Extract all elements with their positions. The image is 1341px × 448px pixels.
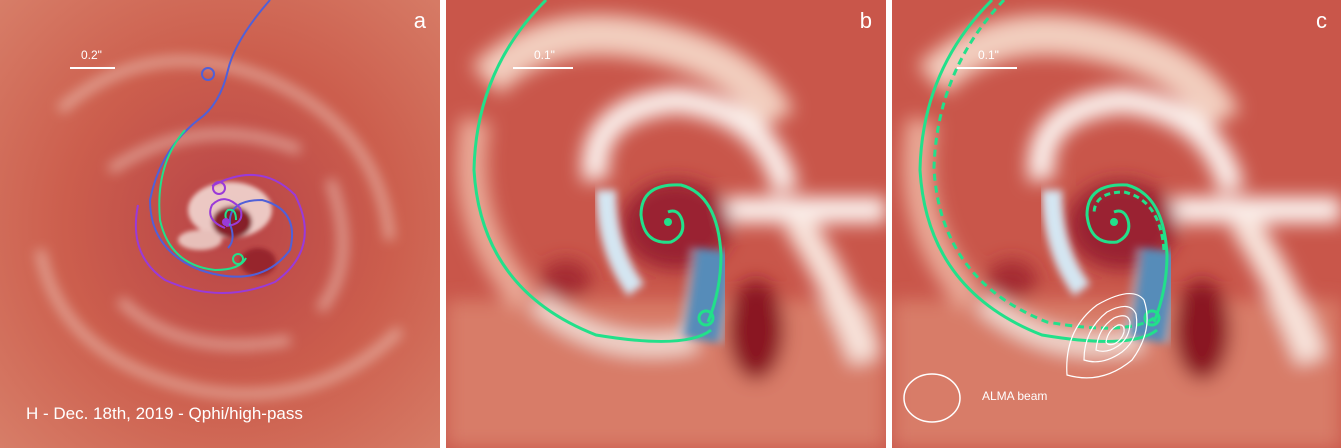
alma-beam-label: ALMA beam [982,389,1048,403]
panel-letter: a [413,8,426,33]
spiral-purple-inner [209,198,243,229]
scale-label: 0.1" [978,48,999,62]
star-center [1110,218,1118,226]
star-center [222,218,230,226]
spiral-purple [134,173,306,294]
panel-b: 0.1" b [446,0,886,448]
panel-letter: b [859,8,872,33]
alma-contours [1066,293,1148,379]
panel-a: 0.2" a H - Dec. 18th, 2019 - Qphi/high-p… [0,0,440,448]
scale-bar [513,67,573,69]
planet-marker [1143,309,1161,327]
scale-bar [70,67,115,69]
spiral-green-outer [472,0,712,343]
star-center [664,218,672,226]
spiral-green-inner [639,183,723,323]
spiral-green [158,129,247,272]
panel-c-image [892,0,1341,448]
spiral-green-inner-dashed [1092,190,1166,251]
panel-b-image [446,0,886,448]
spiral-green-inner [1085,183,1169,323]
alma-beam-ellipse [903,373,961,423]
caption: H - Dec. 18th, 2019 - Qphi/high-pass [26,404,303,423]
planet-marker-blue [201,67,215,81]
scale-bar [957,67,1017,69]
planet-marker [697,309,715,327]
scale-label: 0.1" [534,48,555,62]
panel-a-image [0,0,440,448]
planet-marker-purple [212,181,226,195]
panel-letter: c [1316,8,1327,33]
panel-c: 0.1" c ALMA beam [892,0,1341,448]
planet-marker-green [232,253,244,265]
scale-label: 0.2" [81,48,102,62]
spiral-green-outer-dashed [932,0,1155,330]
spiral-green-outer [918,0,1158,343]
